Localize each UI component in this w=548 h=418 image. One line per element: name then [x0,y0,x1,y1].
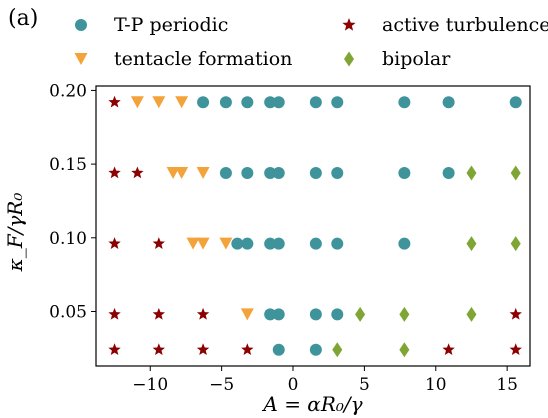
y-tick-label: 0.20 [49,81,87,101]
tp-periodic-point [331,237,344,250]
active-turbulence-point [108,166,121,179]
active-turbulence-point [509,307,522,320]
legend-item-tp-periodic: T-P periodic [68,14,228,36]
x-tick-label: 0 [288,375,299,395]
bipolar-point [399,306,410,322]
y-tick-label: 0.10 [49,229,87,249]
tentacle-formation-point [175,96,189,109]
tentacle-formation-point [175,166,189,179]
tp-periodic-point [331,166,344,179]
legend-label: tentacle formation [114,48,293,70]
tp-periodic-point [219,96,232,109]
tp-periodic-point [241,96,254,109]
tp-periodic-point [442,96,455,109]
active-turbulence-point [509,343,522,356]
tp-periodic-point [398,237,411,250]
tp-periodic-point [231,237,244,250]
tp-periodic-point [331,96,344,109]
legend-item-bipolar: bipolar [336,48,450,70]
tp-periodic-point [309,343,322,356]
active-turbulence-point [152,237,165,249]
legend-label: T-P periodic [114,14,229,36]
tp-periodic-point [197,96,210,109]
y-tick-label: 0.05 [49,302,87,322]
bipolar-point [466,165,477,181]
active-turbulence-point [196,343,210,356]
active-turbulence-point [241,343,254,356]
plot-frame [95,85,531,367]
tp-periodic-point [272,343,285,356]
x-tick-label: 10 [425,375,447,395]
tp-periodic-point [264,308,277,321]
legend-item-active-turbulence: active turbulence [336,14,548,36]
legend-item-tentacle-formation: tentacle formation [68,48,292,70]
tp-periodic-point [219,166,232,179]
legend-star-icon [342,18,356,31]
tp-periodic-point [272,96,285,109]
bipolar-point [510,236,521,252]
tp-periodic-point [309,96,322,109]
tentacle-formation-point [152,96,166,109]
tp-periodic-point [331,308,344,321]
legend-diamond-icon [344,51,354,67]
legend-label: active turbulence [382,14,548,36]
x-tick-label: 5 [359,375,370,395]
active-turbulence-point [152,307,165,320]
bipolar-point [332,342,343,358]
x-axis-label: A = αR₀/γ [261,392,362,416]
tp-periodic-point [264,96,277,109]
tentacle-formation-point [219,237,233,250]
active-turbulence-point [131,166,144,179]
active-turbulence-point [196,307,210,320]
panel-label: (a) [8,6,39,31]
bipolar-point [510,165,521,181]
tp-periodic-point [241,166,254,179]
tp-periodic-point [309,237,322,250]
active-turbulence-point [108,307,121,320]
legend-circle-icon [75,19,87,31]
legend-label: bipolar [382,48,451,70]
legend-triangle-down-icon [74,53,88,65]
tp-periodic-point [272,308,285,321]
active-turbulence-point [152,343,165,356]
active-turbulence-point [442,343,455,356]
tp-periodic-point [509,96,522,109]
tp-periodic-point [442,166,455,179]
bipolar-point [355,306,366,322]
tp-periodic-point [309,308,322,321]
bipolar-point [466,236,477,252]
tp-periodic-point [309,166,322,179]
tp-periodic-point [241,237,254,250]
active-turbulence-point [108,95,121,108]
tentacle-formation-point [186,237,200,250]
tp-periodic-point [264,166,277,179]
tentacle-formation-point [130,96,144,109]
active-turbulence-point [108,237,121,249]
tp-periodic-point [272,166,285,179]
tp-periodic-point [272,237,285,250]
bipolar-point [466,306,477,322]
active-turbulence-point [108,343,121,356]
x-tick-label: 15 [496,375,518,395]
tp-periodic-point [264,237,277,250]
tentacle-formation-point [196,166,210,179]
tentacle-formation-point [196,237,210,250]
tentacle-formation-point [240,308,254,321]
bipolar-point [399,342,410,358]
y-tick-label: 0.15 [49,155,87,175]
tp-periodic-point [398,96,411,109]
x-tick-label: −10 [132,375,168,395]
tp-periodic-point [398,166,411,179]
y-axis-label: κ_F/γR₀ [3,193,27,273]
x-tick-label: −5 [209,375,234,395]
tentacle-formation-point [166,166,180,179]
